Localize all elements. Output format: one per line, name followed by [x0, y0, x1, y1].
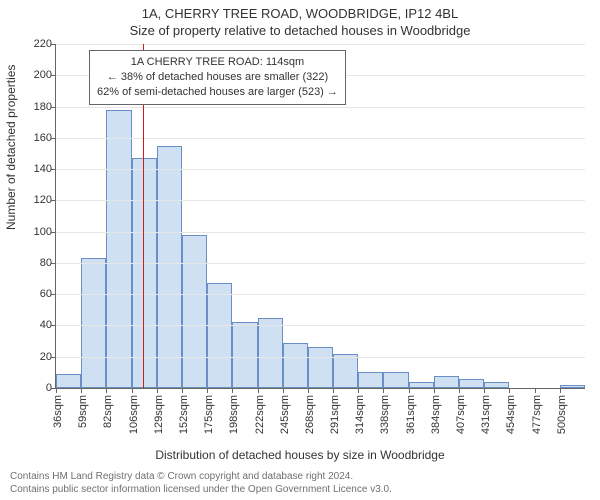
gridline — [56, 294, 585, 295]
x-axis-label: Distribution of detached houses by size … — [0, 448, 600, 462]
gridline — [56, 169, 585, 170]
histogram-bar — [560, 385, 585, 388]
x-tick-label: 454sqm — [505, 392, 517, 434]
x-tick-label: 361sqm — [405, 392, 417, 434]
histogram-bar — [333, 354, 358, 388]
gridline — [56, 357, 585, 358]
x-tick-label: 222sqm — [254, 392, 266, 434]
x-tick-label: 431sqm — [480, 392, 492, 434]
histogram-bar — [207, 283, 232, 388]
plot-area: 02040608010012014016018020022036sqm59sqm… — [55, 44, 585, 389]
info-box-line1: 1A CHERRY TREE ROAD: 114sqm — [97, 55, 338, 70]
histogram-bar — [484, 382, 509, 388]
x-tick-label: 291sqm — [329, 392, 341, 434]
x-tick-label: 500sqm — [556, 392, 568, 434]
x-tick-label: 268sqm — [304, 392, 316, 434]
histogram-bar — [383, 372, 408, 388]
x-tick-label: 82sqm — [102, 392, 114, 428]
y-axis-label: Number of detached properties — [4, 65, 18, 230]
footer-attribution: Contains HM Land Registry data © Crown c… — [10, 470, 392, 496]
footer-line2: Contains public sector information licen… — [10, 483, 392, 496]
histogram-bar — [157, 146, 182, 388]
y-tick-label: 220 — [34, 38, 56, 50]
chart-title-line2: Size of property relative to detached ho… — [0, 23, 600, 38]
x-tick-label: 314sqm — [354, 392, 366, 434]
gridline — [56, 200, 585, 201]
x-tick-label: 338sqm — [379, 392, 391, 434]
gridline — [56, 44, 585, 45]
histogram-bar — [232, 322, 257, 388]
info-box: 1A CHERRY TREE ROAD: 114sqm← 38% of deta… — [89, 50, 346, 105]
gridline — [56, 263, 585, 264]
info-box-line2: ← 38% of detached houses are smaller (32… — [97, 70, 338, 85]
histogram-bar — [409, 382, 434, 388]
y-tick-label: 60 — [40, 288, 56, 300]
y-tick-label: 120 — [34, 194, 56, 206]
chart-title-line1: 1A, CHERRY TREE ROAD, WOODBRIDGE, IP12 4… — [0, 6, 600, 21]
x-tick-label: 36sqm — [52, 392, 64, 428]
gridline — [56, 107, 585, 108]
x-tick-label: 175sqm — [203, 392, 215, 434]
histogram-bar — [106, 110, 131, 388]
footer-line1: Contains HM Land Registry data © Crown c… — [10, 470, 392, 483]
histogram-bar — [459, 379, 484, 388]
x-tick-label: 106sqm — [128, 392, 140, 434]
x-tick-label: 477sqm — [531, 392, 543, 434]
y-tick-label: 180 — [34, 101, 56, 113]
info-box-line3: 62% of semi-detached houses are larger (… — [97, 85, 338, 100]
x-tick-label: 129sqm — [153, 392, 165, 434]
histogram-bar — [182, 235, 207, 388]
chart-container: 1A, CHERRY TREE ROAD, WOODBRIDGE, IP12 4… — [0, 0, 600, 500]
histogram-bar — [434, 376, 459, 389]
histogram-bar — [308, 347, 333, 388]
y-tick-label: 20 — [40, 351, 56, 363]
y-tick-label: 140 — [34, 163, 56, 175]
x-tick-label: 152sqm — [178, 392, 190, 434]
y-tick-label: 200 — [34, 69, 56, 81]
x-tick-label: 59sqm — [77, 392, 89, 428]
histogram-bar — [81, 258, 106, 388]
y-tick-label: 100 — [34, 226, 56, 238]
x-tick-label: 384sqm — [430, 392, 442, 434]
y-tick-label: 40 — [40, 319, 56, 331]
x-tick-label: 245sqm — [279, 392, 291, 434]
gridline — [56, 232, 585, 233]
histogram-bar — [358, 372, 383, 388]
histogram-bar — [283, 343, 308, 388]
histogram-bar — [56, 374, 81, 388]
y-tick-label: 160 — [34, 132, 56, 144]
histogram-bar — [132, 158, 157, 388]
gridline — [56, 325, 585, 326]
gridline — [56, 138, 585, 139]
y-tick-label: 80 — [40, 257, 56, 269]
x-tick-label: 198sqm — [228, 392, 240, 434]
x-tick-label: 407sqm — [455, 392, 467, 434]
histogram-bar — [258, 318, 283, 388]
